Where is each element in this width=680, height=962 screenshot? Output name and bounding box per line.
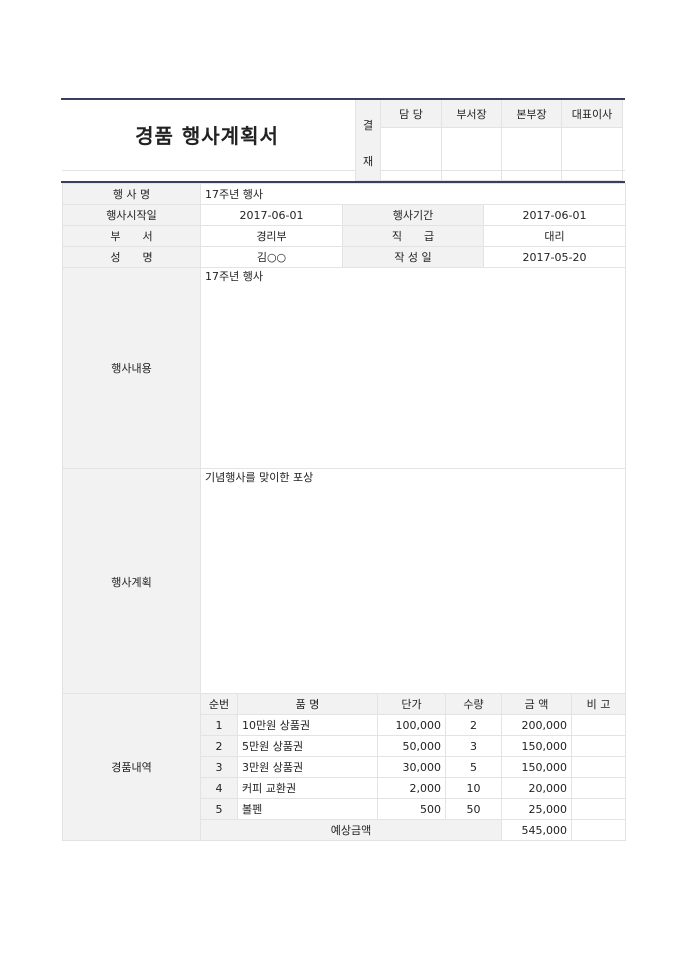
top-rule bbox=[61, 98, 625, 100]
note bbox=[571, 777, 626, 799]
seq: 3 bbox=[200, 756, 238, 778]
col-header: 비 고 bbox=[571, 693, 626, 715]
signature-box[interactable] bbox=[561, 127, 623, 181]
seq: 5 bbox=[200, 798, 238, 820]
label: 행사시작일 bbox=[62, 204, 201, 226]
item: 3만원 상품권 bbox=[237, 756, 378, 778]
approval-role: 담 당 bbox=[380, 100, 442, 129]
price: 500 bbox=[377, 798, 446, 820]
qty: 2 bbox=[445, 714, 502, 736]
approval-role: 본부장 bbox=[501, 100, 562, 129]
amount: 200,000 bbox=[501, 714, 572, 736]
col-header: 순번 bbox=[200, 693, 238, 715]
dept: 경리부 bbox=[200, 225, 343, 247]
label: 경품내역 bbox=[62, 693, 201, 841]
price: 30,000 bbox=[377, 756, 446, 778]
label: 행사내용 bbox=[62, 267, 201, 469]
amount: 20,000 bbox=[501, 777, 572, 799]
price: 2,000 bbox=[377, 777, 446, 799]
amount: 25,000 bbox=[501, 798, 572, 820]
table-row: 4 커피 교환권 2,000 10 20,000 bbox=[63, 777, 626, 799]
approval-role: 대표이사 bbox=[561, 100, 623, 129]
label: 행사계획 bbox=[62, 468, 201, 696]
total-label: 예상금액 bbox=[200, 819, 502, 841]
amount: 150,000 bbox=[501, 756, 572, 778]
qty: 10 bbox=[445, 777, 502, 799]
page-title: 경품 행사계획서 bbox=[135, 124, 279, 148]
col-header: 품 명 bbox=[237, 693, 378, 715]
start-date: 2017-06-01 bbox=[200, 204, 343, 226]
seq: 4 bbox=[200, 777, 238, 799]
label: 직 급 bbox=[342, 225, 484, 247]
qty: 5 bbox=[445, 756, 502, 778]
col-header: 금 액 bbox=[501, 693, 572, 715]
col-header: 단가 bbox=[377, 693, 446, 715]
event-content: 17주년 행사 bbox=[200, 267, 626, 469]
note bbox=[571, 819, 626, 841]
qty: 50 bbox=[445, 798, 502, 820]
signature-box[interactable] bbox=[380, 127, 442, 181]
note bbox=[571, 756, 626, 778]
event-name: 17주년 행사 bbox=[200, 183, 626, 205]
note bbox=[571, 798, 626, 820]
label: 성 명 bbox=[62, 246, 201, 268]
event-plan: 기념행사를 맞이한 포상 bbox=[200, 468, 626, 696]
header-divider bbox=[62, 170, 625, 171]
prize-table: 경품내역 순번 품 명 단가 수량 금 액 비 고 1 10만원 상품권 100,0… bbox=[62, 693, 626, 841]
seq: 1 bbox=[200, 714, 238, 736]
period: 2017-06-01 bbox=[483, 204, 626, 226]
note bbox=[571, 735, 626, 757]
note bbox=[571, 714, 626, 736]
info-table: 행 사 명 17주년 행사 행사시작일 2017-06-01 행사기간 2017-06-… bbox=[62, 183, 626, 696]
item: 볼펜 bbox=[237, 798, 378, 820]
label: 작 성 일 bbox=[342, 246, 484, 268]
amount: 150,000 bbox=[501, 735, 572, 757]
item: 10만원 상품권 bbox=[237, 714, 378, 736]
seq: 2 bbox=[200, 735, 238, 757]
name: 김○○ bbox=[200, 246, 343, 268]
label: 부 서 bbox=[62, 225, 201, 247]
qty: 3 bbox=[445, 735, 502, 757]
price: 50,000 bbox=[377, 735, 446, 757]
table-row: 1 10만원 상품권 100,000 2 200,000 bbox=[63, 714, 626, 736]
label: 행 사 명 bbox=[62, 183, 201, 205]
item: 커피 교환권 bbox=[237, 777, 378, 799]
item: 5만원 상품권 bbox=[237, 735, 378, 757]
total-amount: 545,000 bbox=[501, 819, 572, 841]
price: 100,000 bbox=[377, 714, 446, 736]
approval-role: 부서장 bbox=[441, 100, 502, 129]
label: 행사기간 bbox=[342, 204, 484, 226]
total-row: 예상금액 545,000 bbox=[63, 819, 626, 841]
signature-box[interactable] bbox=[501, 127, 562, 181]
col-header: 수량 bbox=[445, 693, 502, 715]
written-date: 2017-05-20 bbox=[483, 246, 626, 268]
form-rule bbox=[61, 181, 625, 183]
signature-box[interactable] bbox=[441, 127, 502, 181]
rank: 대리 bbox=[483, 225, 626, 247]
